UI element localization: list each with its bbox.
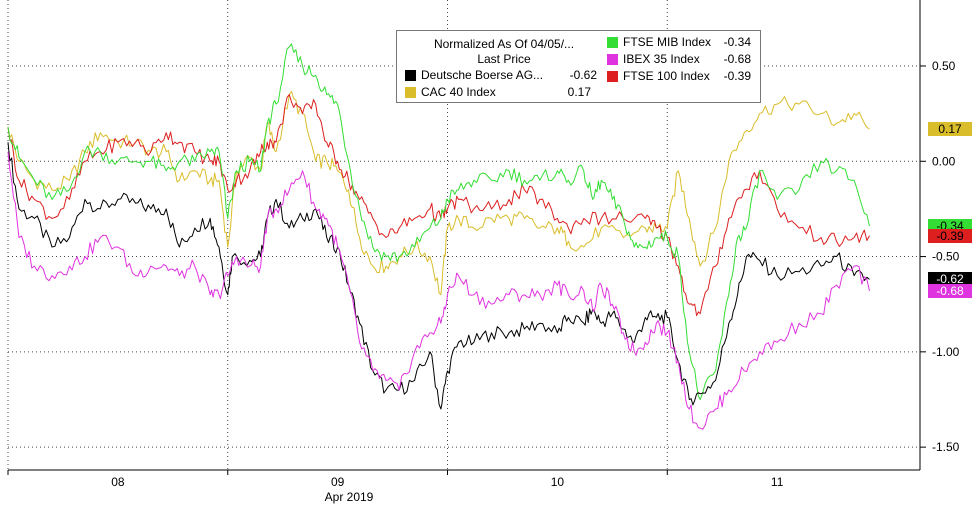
legend-item-ftse-mib: FTSE MIB Index -0.34 (607, 35, 757, 50)
last-value-tag: 0.17 (928, 121, 972, 136)
series-line-2 (7, 43, 870, 400)
series-line-1 (7, 91, 870, 296)
legend-swatch (405, 87, 416, 98)
legend-label: CAC 40 Index (421, 85, 496, 99)
legend-value: -0.62 (569, 68, 597, 82)
legend-header: Normalized As Of 04/05/... Last Price (419, 37, 589, 67)
legend-label: Deutsche Boerse AG... (421, 68, 544, 82)
x-tick-label: 09 (331, 475, 345, 489)
y-tick-label: 0.50 (932, 59, 956, 73)
legend-label: IBEX 35 Index (623, 52, 700, 66)
y-tick-label: 0.00 (932, 154, 956, 168)
legend-swatch (607, 54, 618, 65)
legend-label: FTSE 100 Index (623, 69, 710, 83)
series-line-4 (7, 94, 870, 317)
legend-value: -0.34 (723, 35, 751, 49)
chart-series-lines (7, 43, 870, 430)
x-tick-label: 08 (111, 475, 125, 489)
legend-swatch (607, 37, 618, 48)
legend-value: -0.39 (723, 69, 751, 83)
legend-item-deutsche-boerse: Deutsche Boerse AG... -0.62 (405, 68, 600, 83)
legend-value: -0.68 (723, 52, 751, 66)
legend-item-cac40: CAC 40 Index 0.17 (405, 85, 600, 100)
y-tick-label: -1.50 (932, 440, 960, 454)
y-tick-label: -1.00 (932, 345, 960, 359)
legend-value: 0.17 (567, 85, 591, 99)
chart-legend: Normalized As Of 04/05/... Last Price De… (396, 30, 761, 103)
y-tick-label: -0.50 (932, 250, 960, 264)
last-value-tag: -0.68 (928, 283, 972, 298)
x-axis-label: Apr 2019 (325, 490, 374, 504)
legend-header-subtitle: Last Price (477, 52, 531, 66)
legend-swatch (607, 71, 618, 82)
series-line-3 (7, 151, 870, 430)
x-tick-label: 10 (551, 475, 565, 489)
x-tick-label: 11 (771, 475, 784, 489)
chart-axes: 0.50 0.00 -0.50 -1.00 -1.50 08 09 10 11 (7, 0, 960, 489)
legend-swatch (405, 70, 416, 81)
last-value-tag: -0.39 (928, 228, 972, 243)
legend-item-ftse100: FTSE 100 Index -0.39 (607, 69, 757, 84)
legend-label: FTSE MIB Index (623, 35, 712, 49)
series-line-0 (7, 142, 870, 410)
legend-item-ibex35: IBEX 35 Index -0.68 (607, 52, 757, 67)
legend-header-title: Normalized As Of 04/05/... (433, 37, 575, 51)
last-value-tag: -0.62 (928, 272, 972, 287)
